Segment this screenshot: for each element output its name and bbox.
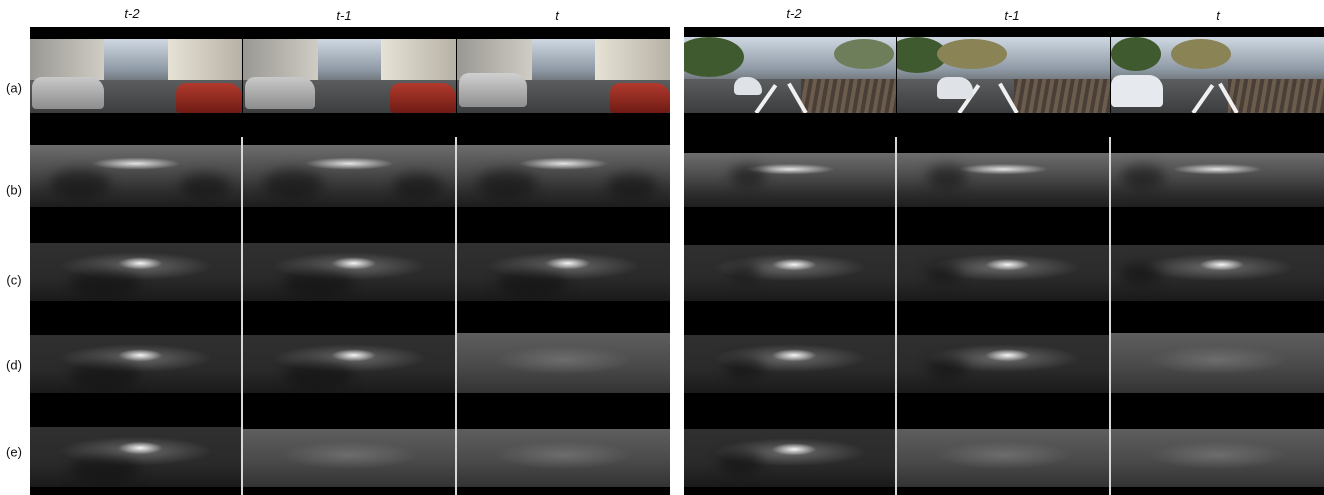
col-label-right-3: t [1216,8,1220,23]
left-row-d-frame-1 [30,335,242,393]
left-row-c-frame-1 [30,243,242,301]
left-row-d-label-1: t-1 [90,306,113,325]
right-row-e-frame-1 [684,429,896,487]
right-row-d-frame-3 [1111,333,1324,393]
left-row-b-frame-1 [30,145,242,207]
left-row-c-label-1: t-2 [90,226,113,245]
right-row-c-frame-3 [1111,245,1324,301]
left-row-c-label-2: t-1 [313,226,336,245]
left-row-a-frame-1 [30,39,242,113]
row-label-c: (c) [6,272,22,288]
left-row-b-frame-3 [457,145,670,207]
left-row-e-frame-2 [243,429,456,487]
left-row-c-frame-3 [457,243,670,301]
left-row-b-frame-2 [243,145,456,207]
left-row-d-label-3: t+1 [553,306,583,325]
right-row-d-label-3: t+1 [1202,308,1232,327]
left-figure-panel: t-2 t-1 t t-2 t-1 t t-1 t t+1 t t+1 t+2 [30,27,670,495]
left-row-d-label-2: t [308,306,315,325]
left-row-d-frame-3 [457,333,670,393]
right-row-b-label-2: t-1 [974,129,997,148]
right-row-c-label-2: t-1 [970,227,993,246]
left-row-e-label-2: t+1 [320,408,350,427]
left-row-c-label-3: t [524,226,531,245]
right-row-a-frame-2 [897,37,1110,113]
right-separator-1 [895,137,897,495]
right-row-a-frame-3 [1111,37,1324,113]
left-row-c-frame-2 [243,243,456,301]
right-row-b-frame-3 [1111,153,1324,207]
col-label-right-2: t-1 [1004,8,1020,23]
right-row-b-frame-1 [684,153,896,207]
right-row-e-label-3: t+2 [1204,411,1234,430]
col-label-left-2: t-1 [336,8,352,23]
right-row-b-frame-2 [897,153,1110,207]
right-row-c-frame-2 [897,245,1110,301]
row-label-d: (d) [6,357,22,373]
left-row-b-label-2: t-1 [313,127,336,146]
right-row-e-frame-3 [1111,429,1324,487]
left-separator-2 [455,137,457,495]
right-row-c-label-3: t [1178,227,1185,246]
left-row-d-frame-2 [243,335,456,393]
left-row-b-label-1: t-2 [90,127,113,146]
right-row-e-frame-2 [897,429,1110,487]
left-row-e-label-1: t [84,408,91,427]
left-row-e-label-3: t+2 [556,408,586,427]
right-row-c-label-1: t-2 [750,227,773,246]
right-row-b-label-1: t-2 [754,129,777,148]
right-row-e-label-2: t+1 [980,411,1010,430]
right-row-b-label-3: t [1178,129,1185,148]
row-label-a: (a) [6,80,22,96]
right-row-d-frame-2 [897,335,1110,393]
left-row-a-frame-3 [457,39,670,113]
col-label-right-1: t-2 [786,6,802,21]
col-label-left-1: t-2 [124,6,140,21]
right-separator-2 [1109,137,1111,495]
left-row-e-frame-1 [30,427,242,487]
right-row-a-frame-1 [684,37,896,113]
row-label-e: (e) [6,444,22,460]
right-figure-panel: t-2 t-1 t t-2 t-1 t t-1 t t+1 t t+1 t+2 [684,27,1324,495]
col-label-left-3: t [555,8,559,23]
right-row-e-label-1: t [748,411,755,430]
right-row-d-label-2: t [970,308,977,327]
right-row-d-label-1: t-1 [754,308,777,327]
right-row-d-frame-1 [684,335,896,393]
right-row-c-frame-1 [684,245,896,301]
left-separator-1 [241,137,243,495]
row-label-b: (b) [6,182,22,198]
left-row-b-label-3: t [524,127,531,146]
left-row-a-frame-2 [243,39,456,113]
left-row-e-frame-3 [457,429,670,487]
